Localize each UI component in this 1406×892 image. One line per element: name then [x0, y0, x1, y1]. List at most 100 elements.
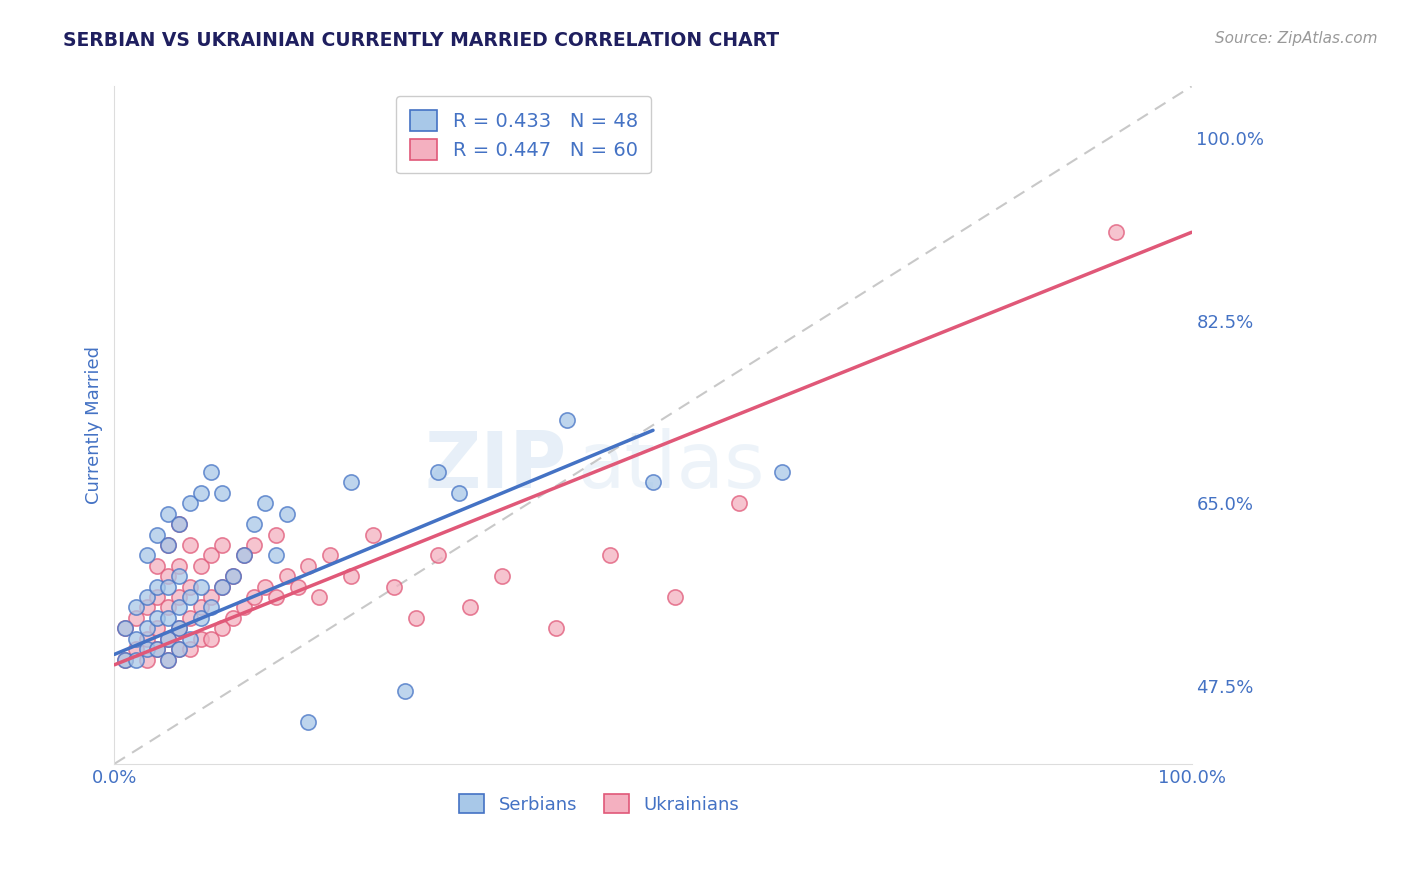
Point [426, 549, 449, 563]
Point [190, 600, 212, 615]
Point [179, 496, 201, 510]
Point [190, 632, 212, 646]
Point [157, 538, 180, 552]
Point [232, 600, 254, 615]
Point [254, 496, 277, 510]
Point [232, 549, 254, 563]
Point [135, 621, 157, 635]
Point [146, 527, 169, 541]
Point [135, 549, 157, 563]
Point [167, 621, 190, 635]
Point [179, 580, 201, 594]
Point [211, 486, 233, 500]
Point [384, 580, 406, 594]
Point [125, 642, 148, 657]
Point [254, 580, 277, 594]
Point [167, 600, 190, 615]
Point [179, 611, 201, 625]
Point [125, 632, 148, 646]
Point [179, 590, 201, 604]
Point [135, 632, 157, 646]
Point [179, 538, 201, 552]
Point [190, 611, 212, 625]
Point [319, 549, 342, 563]
Point [200, 600, 222, 615]
Point [146, 580, 169, 594]
Point [276, 507, 298, 521]
Point [157, 600, 180, 615]
Point [146, 611, 169, 625]
Point [135, 652, 157, 666]
Point [211, 580, 233, 594]
Point [544, 621, 567, 635]
Point [179, 632, 201, 646]
Text: SERBIAN VS UKRAINIAN CURRENTLY MARRIED CORRELATION CHART: SERBIAN VS UKRAINIAN CURRENTLY MARRIED C… [63, 31, 779, 50]
Point [211, 621, 233, 635]
Point [458, 600, 481, 615]
Point [125, 611, 148, 625]
Point [125, 600, 148, 615]
Point [167, 569, 190, 583]
Point [157, 580, 180, 594]
Point [340, 475, 363, 490]
Point [264, 590, 287, 604]
Point [157, 611, 180, 625]
Y-axis label: Currently Married: Currently Married [86, 346, 103, 504]
Point [167, 642, 190, 657]
Point [555, 413, 578, 427]
Point [157, 632, 180, 646]
Point [135, 590, 157, 604]
Legend: Serbians, Ukrainians: Serbians, Ukrainians [450, 785, 748, 822]
Point [276, 569, 298, 583]
Point [405, 611, 427, 625]
Point [135, 600, 157, 615]
Point [179, 642, 201, 657]
Point [190, 558, 212, 573]
Point [222, 569, 245, 583]
Point [308, 590, 330, 604]
Point [222, 611, 245, 625]
Point [340, 569, 363, 583]
Point [599, 549, 621, 563]
Text: atlas: atlas [578, 428, 765, 504]
Point [135, 642, 157, 657]
Point [297, 715, 319, 730]
Point [297, 558, 319, 573]
Point [243, 538, 266, 552]
Point [200, 590, 222, 604]
Point [157, 652, 180, 666]
Point [211, 580, 233, 594]
Point [167, 590, 190, 604]
Text: ZIP: ZIP [425, 428, 567, 504]
Point [114, 652, 136, 666]
Point [190, 486, 212, 500]
Point [114, 621, 136, 635]
Point [146, 590, 169, 604]
Point [167, 621, 190, 635]
Point [243, 590, 266, 604]
Point [114, 652, 136, 666]
Point [264, 527, 287, 541]
Point [157, 507, 180, 521]
Point [114, 621, 136, 635]
Point [243, 517, 266, 532]
Point [167, 558, 190, 573]
Point [157, 652, 180, 666]
Point [167, 517, 190, 532]
Point [146, 642, 169, 657]
Point [449, 486, 471, 500]
Point [157, 632, 180, 646]
Point [770, 465, 793, 479]
Point [146, 621, 169, 635]
Point [167, 642, 190, 657]
Point [167, 517, 190, 532]
Point [146, 558, 169, 573]
Point [641, 475, 664, 490]
Point [426, 465, 449, 479]
Point [200, 549, 222, 563]
Text: Source: ZipAtlas.com: Source: ZipAtlas.com [1215, 31, 1378, 46]
Point [1105, 225, 1128, 239]
Point [200, 632, 222, 646]
Point [222, 569, 245, 583]
Point [232, 549, 254, 563]
